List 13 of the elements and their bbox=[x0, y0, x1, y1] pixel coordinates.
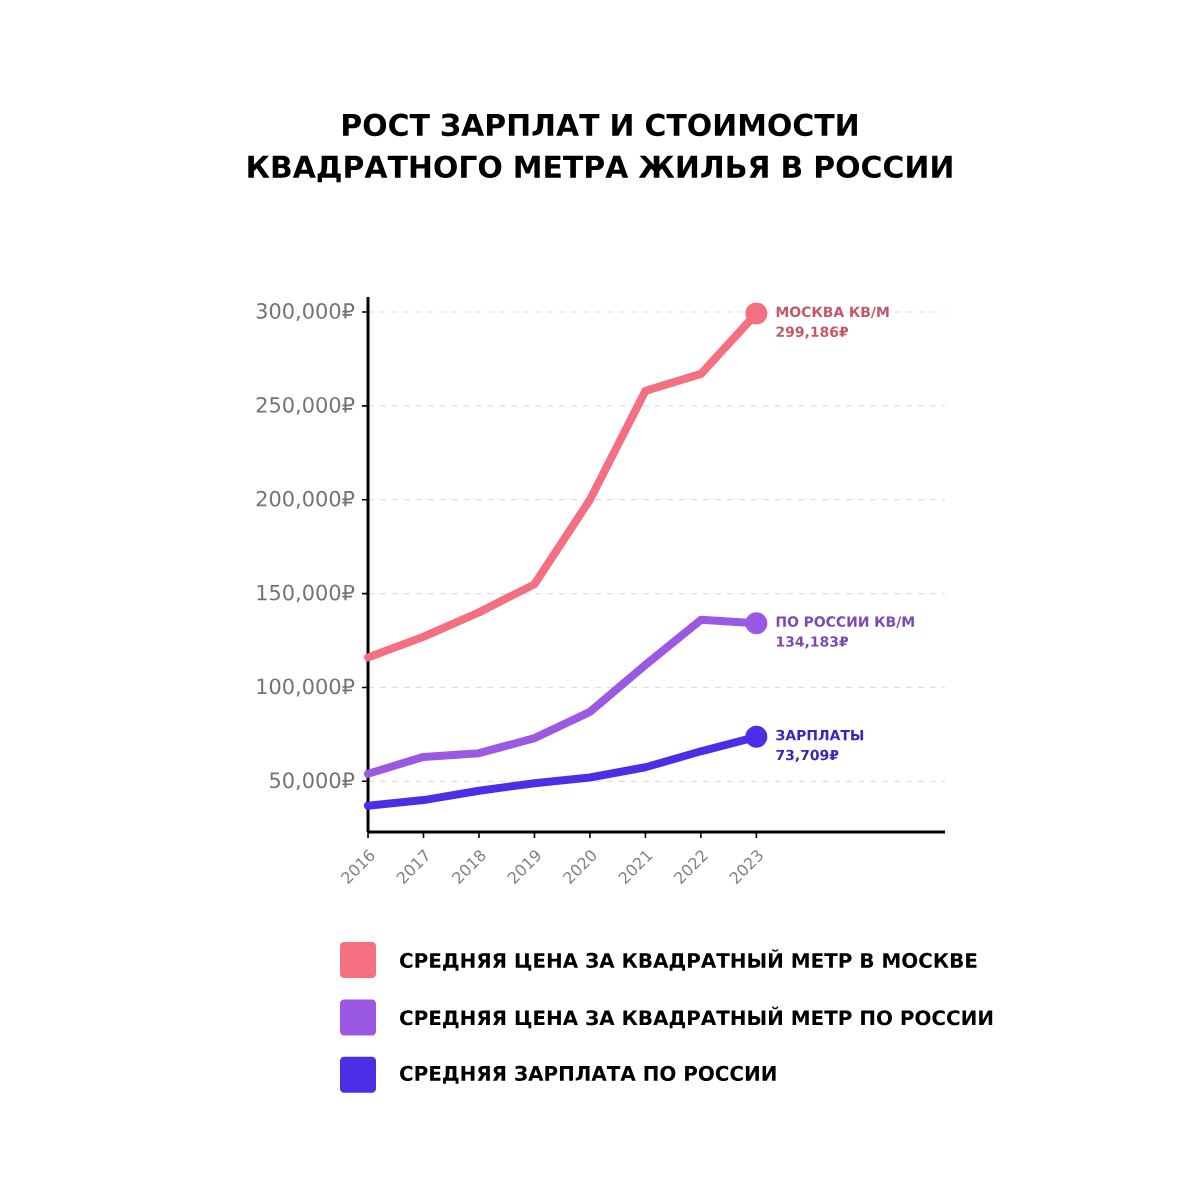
annotation: ЗАРПЛАТЫ 73,709₽ bbox=[776, 729, 864, 763]
y-tick-label: 300,000₽ bbox=[256, 303, 355, 321]
y-tick-label: 50,000₽ bbox=[270, 772, 355, 791]
annotation: МОСКВА КВ/М 299,186₽ bbox=[776, 306, 889, 339]
y-tick-label: 150,000₽ bbox=[257, 584, 355, 603]
legend-label: СРЕДНЯЯ ЗАРПЛАТА ПО РОССИИ bbox=[400, 1065, 776, 1084]
y-tick-label: 200,000₽ bbox=[256, 490, 355, 509]
chart-title: РОСТ ЗАРПЛАТ И СТОИМОСТИ КВАДРАТНОГО МЕТРА ЖИЛЬЯ В РОССИИ bbox=[248, 113, 952, 183]
annotation: ПО РОССИИ КВ/М 134,183₽ bbox=[776, 616, 914, 649]
legend-label: СРЕДНЯЯ ЦЕНА ЗА КВАДРАТНЫЙ МЕТР ПО РОССИИ bbox=[400, 1006, 993, 1029]
y-tick-label: 250,000₽ bbox=[256, 396, 355, 415]
y-tick-label: 100,000₽ bbox=[257, 678, 355, 697]
legend-label: СРЕДНЯЯ ЦЕНА ЗА КВАДРАТНЫЙ МЕТР В МОСКВЕ bbox=[400, 949, 977, 971]
